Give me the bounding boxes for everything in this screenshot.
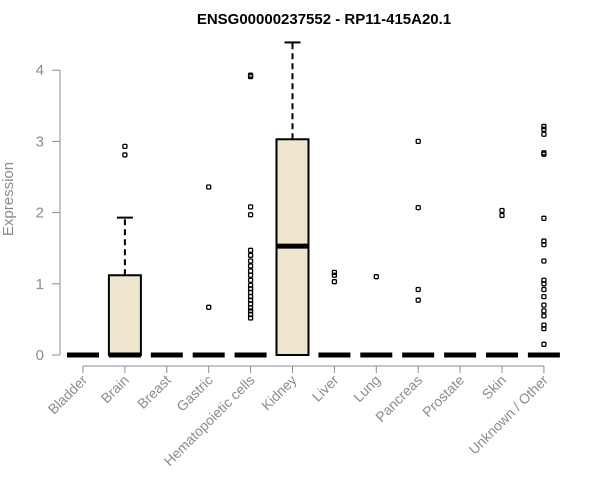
outlier-unknown-other-2 [541, 322, 547, 328]
outlier-brain-0 [122, 152, 128, 158]
x-tick-label-breast: Breast [134, 372, 174, 412]
outlier-hematopoietic-cells-11 [247, 272, 254, 278]
outlier-pancreas-1 [415, 286, 421, 293]
box-group-hematopoietic-cells [234, 72, 267, 358]
outlier-pancreas-3 [415, 138, 421, 145]
outlier-hematopoietic-cells-17 [247, 212, 254, 218]
x-tick-label-brain: Brain [98, 372, 132, 406]
outlier-unknown-other-12 [541, 238, 547, 244]
outlier-hematopoietic-cells-14 [247, 258, 254, 264]
box-group-pancreas [402, 138, 435, 358]
outlier-unknown-other-15 [541, 150, 547, 156]
outlier-skin-1 [499, 207, 505, 214]
outlier-unknown-other-5 [541, 302, 547, 308]
outlier-liver-0 [331, 279, 338, 285]
outlier-pancreas-2 [415, 204, 421, 211]
outlier-unknown-other-0 [541, 341, 547, 347]
x-tick-label-unknown-other: Unknown / Other [465, 372, 551, 458]
outlier-unknown-other-17 [541, 126, 547, 132]
x-tick-label-skin: Skin [479, 372, 510, 403]
outlier-hematopoietic-cells-12 [247, 268, 254, 274]
outlier-liver-2 [331, 269, 338, 276]
outlier-unknown-other-9 [541, 277, 547, 283]
outlier-gastric-0 [206, 304, 212, 310]
outlier-unknown-other-4 [541, 308, 547, 314]
x-tick-label-liver: Liver [309, 372, 342, 405]
outlier-lung-0 [373, 274, 379, 280]
box-group-gastric [192, 184, 225, 358]
plot-area [67, 41, 560, 358]
y-tick-label-2: 2 [36, 205, 44, 222]
y-tick-label-0: 0 [36, 347, 44, 364]
y-axis-label: Expression [0, 162, 17, 236]
chart-title: ENSG00000237552 - RP11-415A20.1 [197, 11, 451, 28]
x-tick-label-pancreas: Pancreas [372, 372, 425, 425]
outlier-liver-1 [331, 272, 338, 278]
outlier-hematopoietic-cells-6 [247, 293, 254, 300]
box-group-lung [360, 274, 393, 358]
outlier-skin-0 [499, 212, 505, 219]
outlier-hematopoietic-cells-20 [247, 72, 254, 78]
x-tick-label-prostate: Prostate [419, 372, 467, 420]
x-tick-label-kidney: Kidney [258, 372, 300, 414]
outlier-unknown-other-10 [541, 258, 547, 264]
x-tick-label-lung: Lung [350, 372, 383, 405]
box-brain [107, 274, 142, 357]
box-group-skin [486, 207, 518, 358]
outlier-unknown-other-18 [541, 123, 547, 130]
outlier-hematopoietic-cells-9 [247, 282, 254, 288]
y-tick-label-4: 4 [36, 62, 44, 79]
y-tick-label-1: 1 [36, 276, 44, 293]
outlier-hematopoietic-cells-10 [247, 277, 254, 283]
outlier-hematopoietic-cells-13 [247, 263, 254, 269]
outlier-hematopoietic-cells-15 [247, 252, 254, 258]
outlier-hematopoietic-cells-18 [247, 204, 254, 210]
outlier-hematopoietic-cells-2 [247, 308, 254, 314]
outlier-unknown-other-16 [541, 131, 547, 137]
outlier-unknown-other-7 [541, 286, 547, 293]
x-tick-label-bladder: Bladder [45, 372, 91, 418]
outlier-brain-1 [122, 143, 128, 150]
box-group-unknown-other [527, 123, 560, 358]
outlier-hematopoietic-cells-3 [247, 305, 254, 311]
box-group-liver [318, 269, 351, 358]
outlier-gastric-1 [206, 184, 212, 190]
outlier-unknown-other-3 [541, 313, 547, 319]
y-tick-label-3: 3 [36, 133, 44, 150]
box-group-brain [107, 143, 142, 358]
y-axis: 0 1 2 3 4 [36, 62, 61, 364]
box-group-kidney [275, 41, 310, 356]
outlier-hematopoietic-cells-16 [247, 247, 254, 253]
outlier-unknown-other-13 [541, 215, 547, 221]
outlier-pancreas-0 [415, 297, 421, 303]
outlier-unknown-other-6 [541, 293, 547, 300]
